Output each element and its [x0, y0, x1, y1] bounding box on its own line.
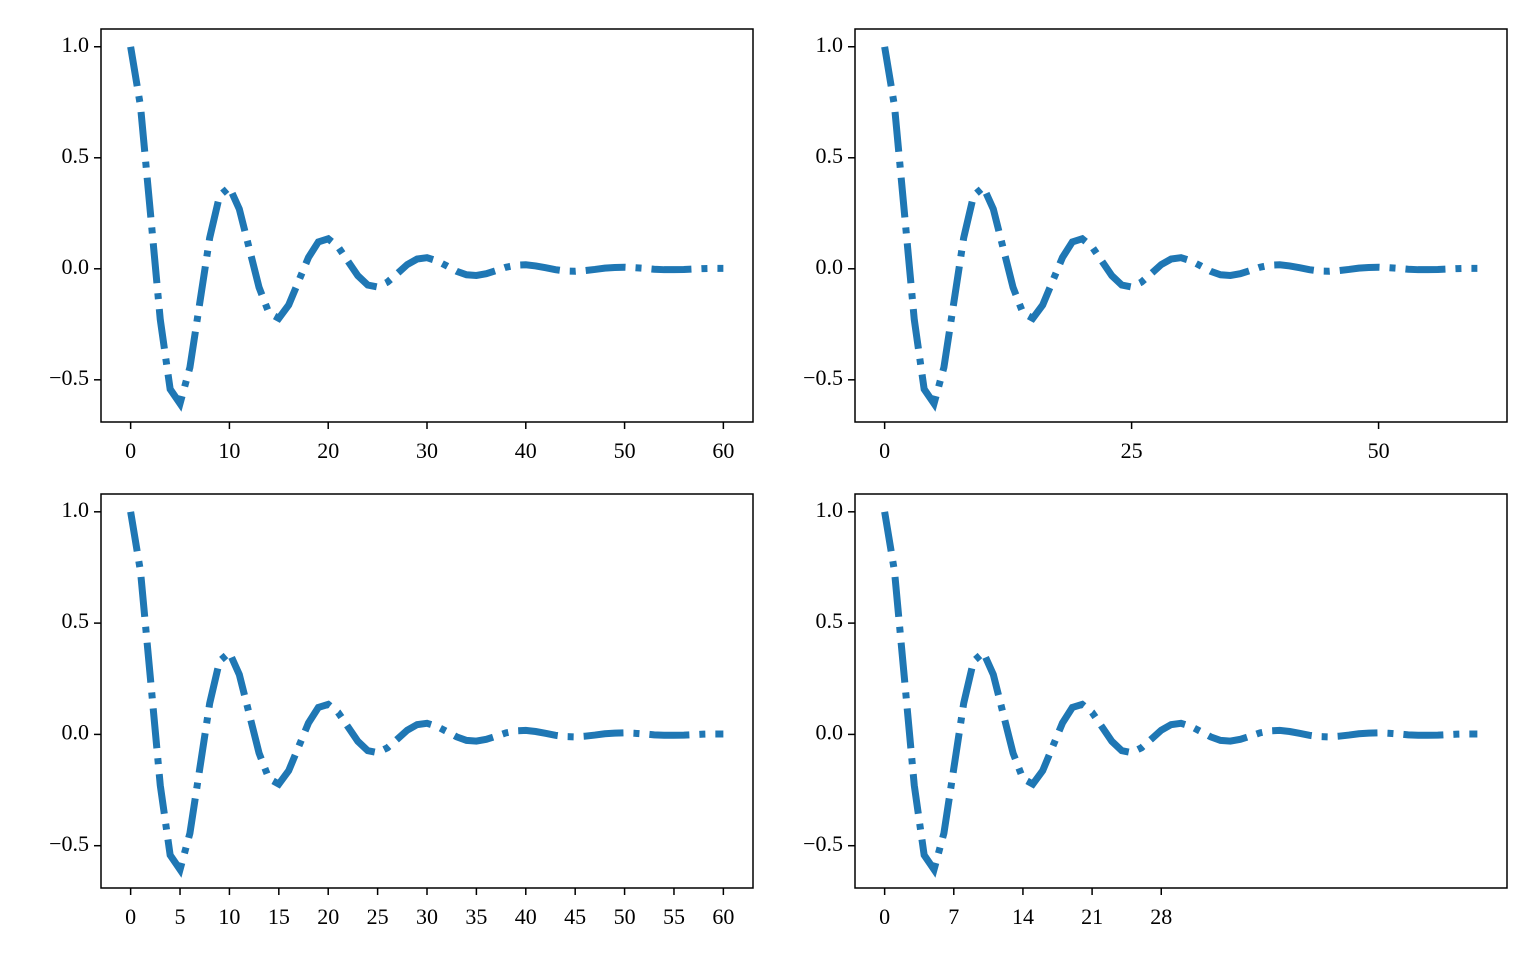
axes-frame [100, 493, 754, 889]
x-tick-label: 30 [416, 438, 438, 463]
x-tick-label: 50 [1368, 438, 1390, 463]
y-tick-label: 0.0 [62, 719, 90, 744]
y-tick-label: −0.5 [49, 365, 89, 390]
y-tick-label: 0.0 [816, 719, 844, 744]
plot-area [127, 511, 724, 878]
axes-frame [854, 493, 1508, 889]
y-tick-label: 1.0 [62, 32, 90, 57]
x-tick-label: 25 [1121, 438, 1143, 463]
data-line [881, 511, 1478, 878]
plot-area [881, 46, 1478, 412]
y-tick-label: −0.5 [803, 365, 843, 390]
y-tick-label: 0.5 [62, 608, 90, 633]
x-tick-label: 10 [218, 438, 240, 463]
x-tick-label: 25 [367, 904, 389, 929]
x-tick-label: 40 [515, 904, 537, 929]
data-line [127, 511, 724, 878]
x-tick-label: 40 [515, 438, 537, 463]
y-tick-label: 0.5 [62, 143, 90, 168]
plot-area [127, 46, 724, 412]
x-tick-label: 45 [564, 904, 586, 929]
x-tick-label: 21 [1081, 904, 1103, 929]
subplot: 0 5 10 15 20 25 30 35 40 45 50 55 60 −0.5 0.0 0.5 1.0 [49, 493, 754, 929]
x-tick-label: 55 [663, 904, 685, 929]
x-tick-label: 60 [712, 904, 734, 929]
x-tick-label: 20 [317, 904, 339, 929]
x-tick-label: 60 [712, 438, 734, 463]
data-line [881, 46, 1478, 412]
x-tick-label: 35 [465, 904, 487, 929]
x-tick-label: 50 [614, 904, 636, 929]
x-tick-label: 0 [125, 438, 136, 463]
x-tick-label: 20 [317, 438, 339, 463]
y-tick-label: 1.0 [816, 32, 844, 57]
x-tick-label: 0 [125, 904, 136, 929]
y-tick-label: 0.0 [62, 254, 90, 279]
x-tick-label: 28 [1150, 904, 1172, 929]
data-line [127, 46, 724, 412]
x-tick-label: 7 [948, 904, 959, 929]
y-tick-label: 1.0 [816, 497, 844, 522]
y-tick-label: 0.0 [816, 254, 844, 279]
x-tick-label: 10 [218, 904, 240, 929]
subplot: 0 25 50 −0.5 0.0 0.5 1.0 [803, 28, 1508, 463]
y-tick-label: −0.5 [49, 831, 89, 856]
x-tick-label: 15 [268, 904, 290, 929]
x-tick-label: 50 [614, 438, 636, 463]
y-tick-label: −0.5 [803, 831, 843, 856]
axes-frame [100, 28, 754, 423]
x-tick-label: 0 [879, 904, 890, 929]
y-tick-label: 0.5 [816, 143, 844, 168]
subplot: 0 7 14 21 28 −0.5 0.0 0.5 1.0 [803, 493, 1508, 929]
x-tick-label: 5 [175, 904, 186, 929]
x-tick-label: 0 [879, 438, 890, 463]
axes-frame [854, 28, 1508, 423]
x-tick-label: 30 [416, 904, 438, 929]
subplot: 0 10 20 30 40 50 60 −0.5 0.0 0.5 1.0 [49, 28, 754, 463]
plot-area [881, 511, 1478, 878]
y-tick-label: 0.5 [816, 608, 844, 633]
y-tick-label: 1.0 [62, 497, 90, 522]
x-tick-label: 14 [1012, 904, 1034, 929]
